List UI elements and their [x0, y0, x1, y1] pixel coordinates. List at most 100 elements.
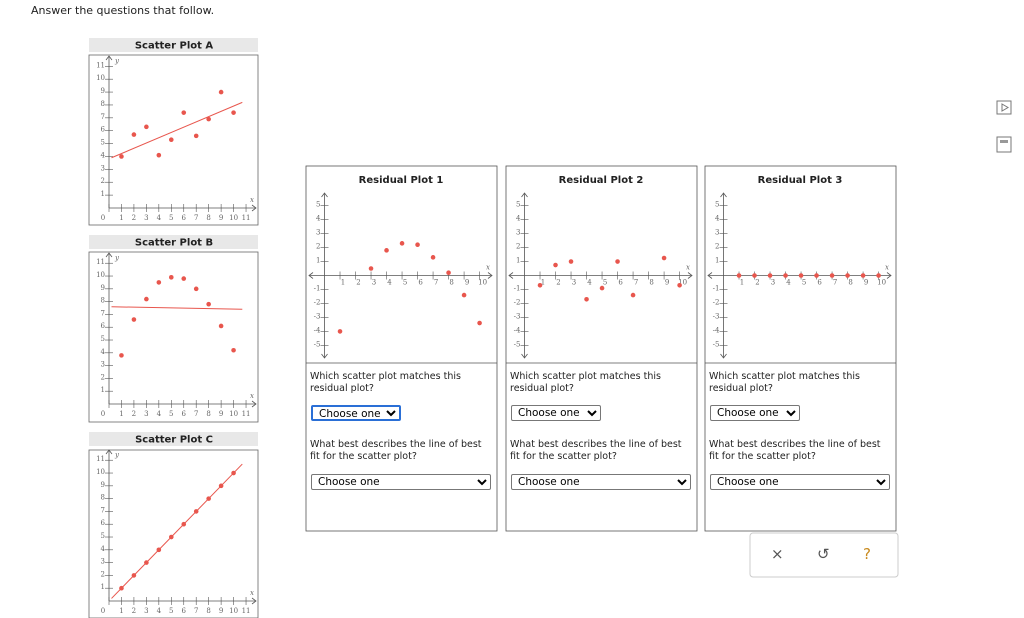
- point: [131, 317, 137, 322]
- y-tick-label: 5: [101, 335, 105, 343]
- x-tick-label: 3: [771, 279, 775, 287]
- point: [783, 273, 788, 278]
- x-tick-label: 8: [649, 279, 653, 287]
- x-tick-label: 11: [242, 607, 251, 615]
- y-tick-label: 4: [101, 348, 106, 356]
- point: [415, 242, 420, 248]
- answer-select[interactable]: Choose one: [311, 405, 401, 421]
- x-tick-label: 6: [418, 279, 423, 287]
- calculator-screen: [1000, 140, 1008, 143]
- y-tick-label: -3: [713, 312, 720, 320]
- x-tick-label: 2: [132, 607, 136, 615]
- y-tick-label: 11: [96, 61, 105, 69]
- y-tick-label: 1: [516, 257, 520, 265]
- y-axis-label: y: [114, 451, 120, 459]
- x-tick-label: 4: [786, 279, 791, 287]
- icon-box[interactable]: [996, 100, 1012, 115]
- x-tick-label: 5: [169, 607, 173, 615]
- y-tick-label: 11: [96, 455, 105, 463]
- y-tick-label: -3: [514, 312, 521, 320]
- x-arrow: [487, 272, 493, 279]
- x-tick-label: 5: [603, 279, 607, 287]
- answer-select[interactable]: Choose one: [710, 405, 800, 421]
- y-tick-label: 10: [96, 74, 105, 82]
- x-tick-label: 9: [465, 279, 469, 287]
- y-tick-label: 7: [101, 506, 105, 514]
- point: [860, 273, 866, 278]
- point: [168, 275, 174, 280]
- point: [231, 347, 236, 353]
- x-axis-label: x: [250, 589, 254, 597]
- x-tick-label: 6: [182, 214, 187, 222]
- action-button[interactable]: ×: [771, 545, 784, 563]
- y-tick-label: -4: [713, 326, 720, 334]
- point: [677, 282, 682, 288]
- x-tick-label: 9: [864, 279, 868, 287]
- point: [661, 255, 667, 261]
- y-tick-label: 5: [516, 201, 520, 209]
- point: [206, 301, 211, 307]
- y-arrow: [105, 449, 113, 455]
- x-tick-label: 6: [182, 607, 187, 615]
- y-tick-label: 10: [96, 468, 105, 476]
- x-tick-label: 4: [587, 279, 592, 287]
- point: [119, 585, 124, 591]
- x-tick-label: 9: [219, 214, 223, 222]
- x-tick-label: 5: [169, 214, 173, 222]
- point: [144, 296, 149, 302]
- x-tick-label: 0: [101, 607, 105, 615]
- answer-select[interactable]: Choose one: [311, 474, 491, 490]
- x-tick-label: 4: [157, 214, 162, 222]
- y-tick-label: 4: [101, 151, 106, 159]
- point: [168, 137, 174, 143]
- action-button[interactable]: ?: [863, 545, 871, 563]
- y-tick-label: -4: [514, 326, 521, 334]
- y-tick-label: 2: [316, 243, 320, 251]
- question: What best describes the line of best fit…: [510, 439, 682, 462]
- y-tick-label: 5: [101, 139, 105, 147]
- point: [218, 483, 224, 489]
- x-tick-label: 2: [356, 279, 360, 287]
- x-tick-label: 1: [119, 607, 123, 615]
- y-tick-label: 8: [101, 494, 105, 502]
- y-tick-label: 7: [101, 113, 105, 121]
- point: [461, 292, 467, 298]
- x-tick-label: 5: [403, 279, 407, 287]
- answer-select[interactable]: Choose one: [710, 474, 890, 490]
- y-tick-label: 2: [101, 570, 105, 578]
- y-tick-label: -2: [314, 298, 321, 306]
- point: [767, 273, 773, 278]
- x-tick-label: 10: [678, 279, 687, 287]
- y-arrow: [720, 192, 727, 198]
- point: [368, 266, 374, 271]
- y-tick-label: 5: [715, 201, 719, 209]
- point: [193, 509, 199, 514]
- point: [568, 259, 574, 264]
- x-tick-label: 0: [101, 410, 105, 418]
- x-tick-label: 9: [665, 279, 669, 287]
- action-button[interactable]: ↺: [817, 545, 830, 563]
- answer-select[interactable]: Choose one: [511, 405, 601, 421]
- x-axis-label: x: [686, 264, 690, 272]
- question: Which scatter plot matches this residual…: [510, 371, 661, 394]
- question: Which scatter plot matches this residual…: [709, 371, 860, 394]
- y-tick-label: -1: [713, 284, 720, 292]
- y-axis-label: y: [114, 57, 120, 65]
- plot-frame: [88, 54, 259, 226]
- x-arrow-left: [308, 272, 314, 279]
- x-tick-label: 6: [182, 410, 187, 418]
- plot-frame: [88, 251, 259, 423]
- x-tick-label: 11: [242, 410, 251, 418]
- y-tick-label: -1: [514, 284, 521, 292]
- x-tick-label: 3: [144, 607, 148, 615]
- x-arrow: [251, 400, 257, 408]
- answer-select[interactable]: Choose one: [511, 474, 691, 490]
- x-tick-label: 6: [618, 279, 623, 287]
- calculator-icon[interactable]: [996, 136, 1012, 153]
- x-tick-label: 4: [157, 607, 162, 615]
- y-tick-label: 4: [316, 215, 321, 223]
- point: [206, 496, 211, 501]
- y-tick-label: 3: [101, 361, 105, 369]
- x-tick-label: 2: [132, 214, 136, 222]
- point: [736, 273, 742, 278]
